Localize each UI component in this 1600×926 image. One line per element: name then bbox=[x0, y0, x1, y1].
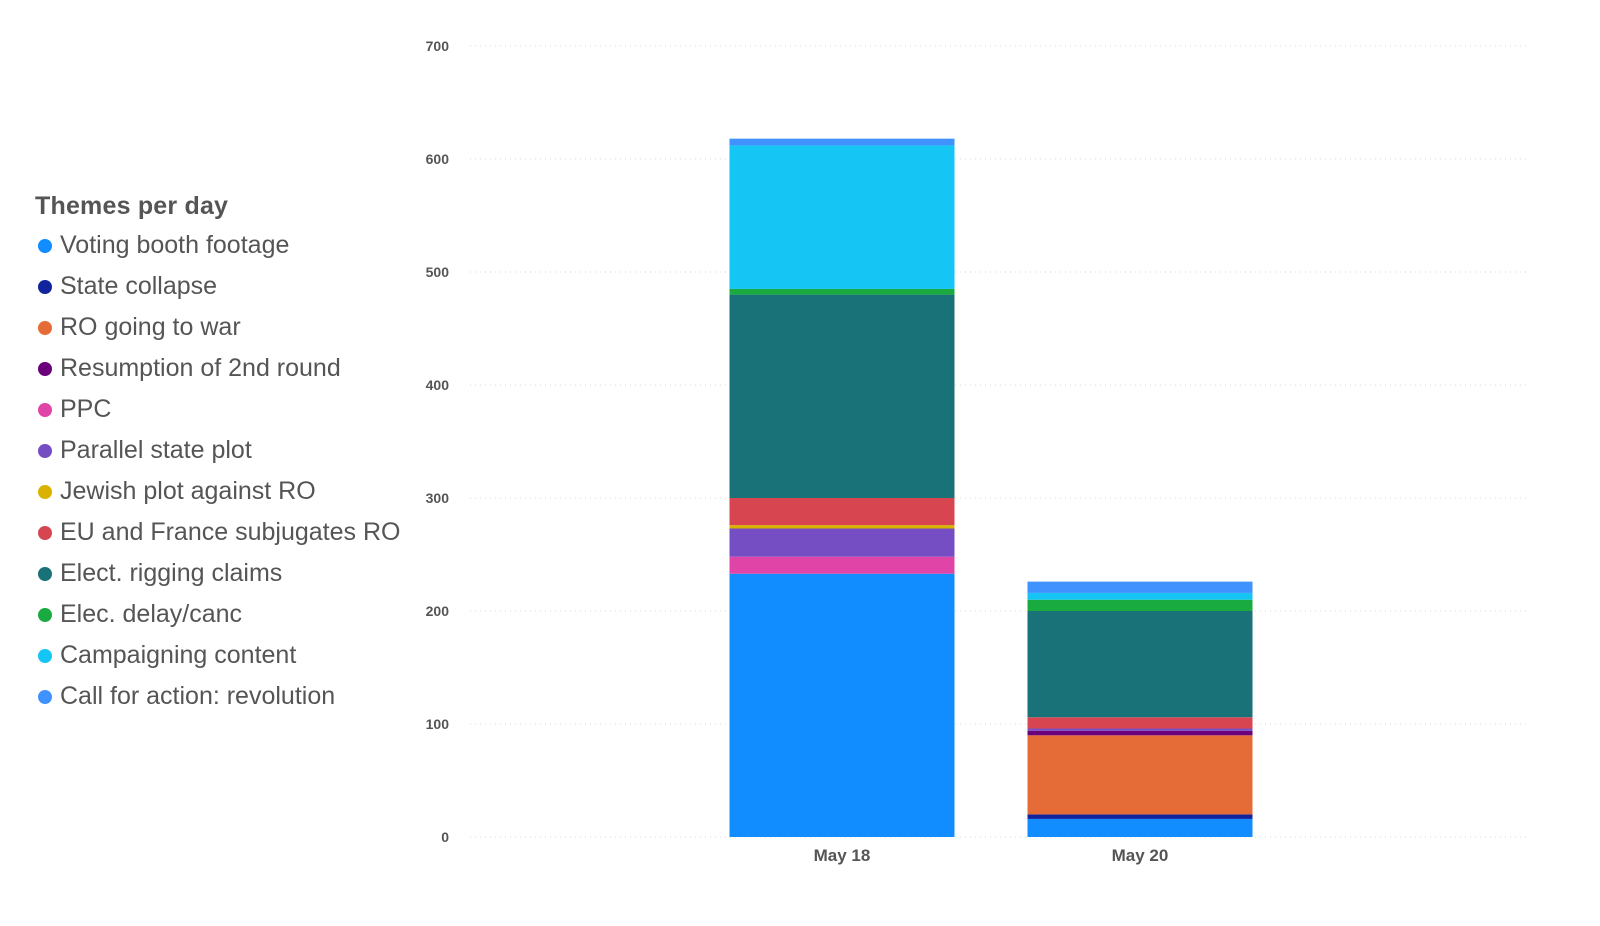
legend-marker-icon bbox=[38, 402, 52, 417]
bar-segment bbox=[1027, 730, 1253, 736]
legend-label: RO going to war bbox=[60, 313, 241, 341]
bar-segment bbox=[729, 573, 955, 837]
legend-marker-icon bbox=[38, 238, 52, 253]
bar-segment bbox=[729, 498, 955, 526]
legend-label: EU and France subjugates RO bbox=[60, 518, 401, 546]
bar-segment bbox=[1027, 717, 1253, 729]
legend-marker-icon bbox=[38, 648, 52, 663]
chart-legend: Themes per day Voting booth footage State… bbox=[35, 192, 435, 717]
y-tick-label: 400 bbox=[426, 377, 450, 393]
bar-segment bbox=[729, 288, 955, 295]
legend-marker-icon bbox=[38, 279, 52, 294]
y-tick-label: 600 bbox=[426, 151, 450, 167]
bar-segment bbox=[729, 528, 955, 557]
bar-segment bbox=[729, 138, 955, 146]
legend-item[interactable]: EU and France subjugates RO bbox=[35, 512, 435, 553]
legend-item[interactable]: Parallel state plot bbox=[35, 430, 435, 471]
legend-marker-icon bbox=[38, 525, 52, 540]
legend-label: Resumption of 2nd round bbox=[60, 354, 341, 382]
bar-segment bbox=[729, 525, 955, 529]
legend-label: Parallel state plot bbox=[60, 436, 252, 464]
bar-segment bbox=[1027, 818, 1253, 837]
legend-label: PPC bbox=[60, 395, 112, 423]
legend-item[interactable]: State collapse bbox=[35, 266, 435, 307]
y-tick-label: 0 bbox=[441, 829, 449, 845]
legend-label: Voting booth footage bbox=[60, 231, 290, 259]
legend-marker-icon bbox=[38, 484, 52, 499]
bar-stack-may-18 bbox=[729, 138, 955, 837]
x-category-label: May 18 bbox=[814, 846, 871, 865]
y-tick-label: 100 bbox=[426, 716, 450, 732]
bar-segment bbox=[1027, 611, 1253, 718]
y-tick-label: 500 bbox=[426, 264, 450, 280]
legend-label: Campaigning content bbox=[60, 641, 297, 669]
legend-marker-icon bbox=[38, 607, 52, 622]
bar-segment bbox=[1027, 581, 1253, 593]
legend-label: Elec. delay/canc bbox=[60, 600, 243, 628]
bar-stack-may-20 bbox=[1027, 581, 1253, 837]
bar-segment bbox=[729, 294, 955, 498]
legend-items: Voting booth footage State collapse RO goi… bbox=[35, 225, 435, 717]
bar-segment bbox=[1027, 814, 1253, 819]
legend-marker-icon bbox=[38, 443, 52, 458]
legend-item[interactable]: Elec. delay/canc bbox=[35, 594, 435, 635]
legend-marker-icon bbox=[38, 320, 52, 335]
x-category-label: May 20 bbox=[1112, 846, 1169, 865]
legend-label: State collapse bbox=[60, 272, 218, 300]
legend-label: Elect. rigging claims bbox=[60, 559, 283, 587]
legend-item[interactable]: Jewish plot against RO bbox=[35, 471, 435, 512]
legend-marker-icon bbox=[38, 361, 52, 376]
legend-item[interactable]: Resumption of 2nd round bbox=[35, 348, 435, 389]
legend-item[interactable]: RO going to war bbox=[35, 307, 435, 348]
bar-segment bbox=[1027, 592, 1253, 600]
legend-item[interactable]: Elect. rigging claims bbox=[35, 553, 435, 594]
legend-item[interactable]: Call for action: revolution bbox=[35, 676, 435, 717]
bar-segment bbox=[1027, 599, 1253, 611]
bar-segment bbox=[729, 145, 955, 289]
y-tick-label: 300 bbox=[426, 490, 450, 506]
legend-marker-icon bbox=[38, 566, 52, 581]
legend-item[interactable]: PPC bbox=[35, 389, 435, 430]
bar-segment bbox=[1027, 735, 1253, 815]
y-tick-label: 700 bbox=[426, 38, 450, 54]
y-tick-label: 200 bbox=[426, 603, 450, 619]
legend-marker-icon bbox=[38, 689, 52, 704]
legend-label: Jewish plot against RO bbox=[60, 477, 316, 505]
legend-item[interactable]: Campaigning content bbox=[35, 635, 435, 676]
legend-item[interactable]: Voting booth footage bbox=[35, 225, 435, 266]
legend-title: Themes per day bbox=[35, 192, 229, 220]
bar-segment bbox=[1027, 728, 1253, 731]
bar-segment bbox=[729, 556, 955, 574]
legend-label: Call for action: revolution bbox=[60, 682, 336, 710]
